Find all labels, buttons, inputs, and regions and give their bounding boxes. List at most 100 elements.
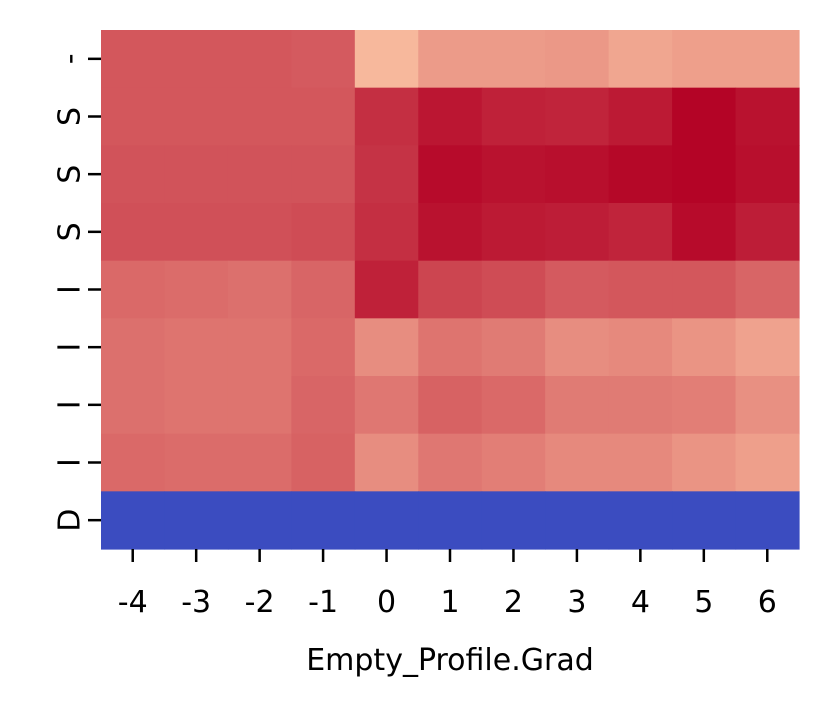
heatmap-cell bbox=[418, 376, 483, 435]
y-tick-label: - bbox=[53, 53, 88, 64]
heatmap-cell bbox=[164, 145, 229, 204]
y-tick-label: I bbox=[53, 343, 88, 352]
heatmap-cell bbox=[672, 318, 737, 377]
heatmap-cell bbox=[418, 260, 483, 319]
x-axis: -4 -3 -2 -1 0 1 2 3 4 5 6 bbox=[118, 549, 777, 620]
heatmap-cell bbox=[227, 203, 292, 262]
heatmap-cell bbox=[481, 203, 546, 262]
heatmap-cell bbox=[608, 433, 673, 492]
x-tick-label: -4 bbox=[118, 585, 148, 620]
heatmap-cell bbox=[227, 433, 292, 492]
heatmap-cell bbox=[672, 260, 737, 319]
heatmap-cell bbox=[354, 318, 419, 377]
heatmap-cell bbox=[418, 145, 483, 204]
heatmap-cell bbox=[545, 145, 610, 204]
heatmap-cell bbox=[291, 433, 356, 492]
heatmap-cell bbox=[291, 260, 356, 319]
heatmap-cell bbox=[545, 260, 610, 319]
heatmap-cell bbox=[354, 491, 419, 550]
heatmap-cell bbox=[164, 376, 229, 435]
heatmap-cell bbox=[735, 433, 800, 492]
heatmap-cell bbox=[735, 318, 800, 377]
heatmap-cell bbox=[672, 376, 737, 435]
heatmap-cell bbox=[291, 491, 356, 550]
heatmap-cell bbox=[608, 87, 673, 146]
heatmap-cell bbox=[291, 30, 356, 89]
heatmap-cell bbox=[672, 145, 737, 204]
heatmap-cell bbox=[227, 318, 292, 377]
heatmap-cell bbox=[481, 87, 546, 146]
y-axis: - S S S I I I I D bbox=[53, 53, 101, 532]
heatmap-cell bbox=[164, 203, 229, 262]
heatmap-cell bbox=[608, 260, 673, 319]
heatmap-cell bbox=[545, 376, 610, 435]
heatmap-cell bbox=[481, 433, 546, 492]
heatmap-cell bbox=[227, 260, 292, 319]
heatmap-cell bbox=[291, 87, 356, 146]
x-tick-label: -3 bbox=[181, 585, 211, 620]
x-tick-label: 0 bbox=[377, 585, 396, 620]
x-tick-label: 4 bbox=[631, 585, 650, 620]
heatmap-cell bbox=[354, 260, 419, 319]
heatmap-cell bbox=[354, 145, 419, 204]
heatmap-cell bbox=[735, 376, 800, 435]
heatmap-cell bbox=[291, 145, 356, 204]
heatmap-cell bbox=[418, 87, 483, 146]
y-tick-label: I bbox=[53, 285, 88, 294]
heatmap-cell bbox=[735, 145, 800, 204]
heatmap-cell bbox=[101, 433, 166, 492]
heatmap-cell bbox=[291, 203, 356, 262]
heatmap-cells bbox=[101, 30, 800, 550]
heatmap-cell bbox=[291, 318, 356, 377]
heatmap-cell bbox=[101, 491, 166, 550]
heatmap-cell bbox=[164, 87, 229, 146]
heatmap-cell bbox=[545, 87, 610, 146]
heatmap-cell bbox=[672, 30, 737, 89]
heatmap-cell bbox=[354, 30, 419, 89]
heatmap-cell bbox=[735, 87, 800, 146]
heatmap-cell bbox=[608, 376, 673, 435]
heatmap-cell bbox=[545, 203, 610, 262]
heatmap-cell bbox=[227, 87, 292, 146]
heatmap-cell bbox=[608, 491, 673, 550]
heatmap-cell bbox=[545, 318, 610, 377]
heatmap-cell bbox=[101, 318, 166, 377]
heatmap-cell bbox=[164, 433, 229, 492]
heatmap-cell bbox=[481, 145, 546, 204]
heatmap-cell bbox=[418, 318, 483, 377]
heatmap-cell bbox=[735, 30, 800, 89]
heatmap-cell bbox=[164, 30, 229, 89]
heatmap-cell bbox=[164, 260, 229, 319]
heatmap-cell bbox=[608, 318, 673, 377]
heatmap-cell bbox=[481, 376, 546, 435]
heatmap-cell bbox=[672, 87, 737, 146]
x-tick-label: 1 bbox=[440, 585, 459, 620]
heatmap-cell bbox=[418, 30, 483, 89]
heatmap-cell bbox=[545, 30, 610, 89]
heatmap-cell bbox=[672, 491, 737, 550]
heatmap-cell bbox=[101, 145, 166, 204]
heatmap-cell bbox=[735, 203, 800, 262]
heatmap-cell bbox=[291, 376, 356, 435]
heatmap-cell bbox=[418, 491, 483, 550]
heatmap-cell bbox=[608, 145, 673, 204]
heatmap-cell bbox=[354, 433, 419, 492]
heatmap-cell bbox=[354, 376, 419, 435]
heatmap-cell bbox=[101, 260, 166, 319]
heatmap-cell bbox=[164, 491, 229, 550]
y-tick-label: S bbox=[53, 222, 88, 241]
heatmap-cell bbox=[608, 203, 673, 262]
heatmap-cell bbox=[481, 318, 546, 377]
heatmap-cell bbox=[354, 203, 419, 262]
heatmap-cell bbox=[101, 87, 166, 146]
heatmap-cell bbox=[101, 30, 166, 89]
heatmap-cell bbox=[354, 87, 419, 146]
heatmap-cell bbox=[735, 260, 800, 319]
heatmap-cell bbox=[418, 433, 483, 492]
heatmap-cell bbox=[481, 491, 546, 550]
y-tick-label: S bbox=[53, 107, 88, 126]
heatmap-cell bbox=[608, 30, 673, 89]
x-tick-label: -2 bbox=[245, 585, 275, 620]
x-tick-label: 5 bbox=[694, 585, 713, 620]
